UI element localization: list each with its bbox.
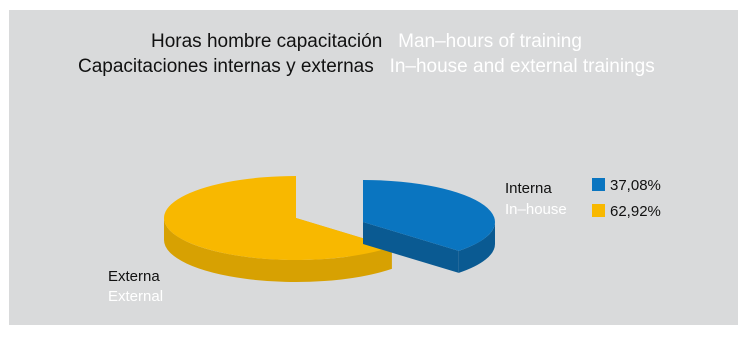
pie-cut-interna <box>363 222 459 273</box>
pie-side-externa <box>164 218 392 282</box>
pie-slice-externa <box>163 176 392 260</box>
chart-title-line-1: Horas hombre capacitación Man–hours of t… <box>151 31 582 53</box>
slice-label-in-house: In–house <box>505 201 567 218</box>
pie-slice-interna <box>363 180 495 251</box>
title-en-1: Man–hours of training <box>398 31 582 52</box>
slice-label-interna: Interna <box>505 180 552 197</box>
legend-item-externa: 62,92% <box>592 203 661 220</box>
chart-title-line-2: Capacitaciones internas y externas In–ho… <box>78 56 655 78</box>
slice-label-external: External <box>108 288 164 305</box>
legend-value-externa: 62,92% <box>610 203 661 220</box>
title-es-1: Horas hombre capacitación <box>151 31 383 52</box>
legend-value-interna: 37,08% <box>610 177 661 194</box>
legend-swatch-interna <box>592 178 605 191</box>
title-es-2: Capacitaciones internas y externas <box>78 56 374 77</box>
legend-swatch-externa <box>592 204 605 217</box>
pie-side-interna <box>458 222 495 273</box>
legend-item-interna: 37,08% <box>592 177 661 194</box>
title-en-2: In–house and external trainings <box>389 56 655 77</box>
slice-label-externa: Externa <box>108 268 160 285</box>
